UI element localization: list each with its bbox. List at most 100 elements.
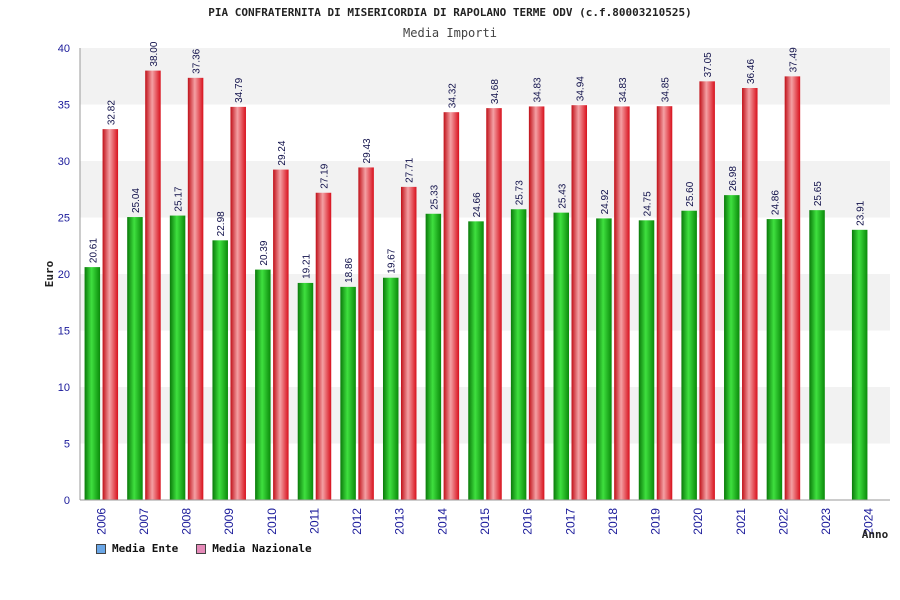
data-label: 27.19 <box>319 163 330 188</box>
x-tick-label: 2022 <box>776 508 790 535</box>
bar-media-ente <box>766 219 783 500</box>
bar-media-nazionale <box>315 192 332 501</box>
data-label: 34.94 <box>575 76 586 101</box>
data-label: 19.67 <box>387 248 398 273</box>
data-label: 23.91 <box>856 200 867 225</box>
y-tick-label: 5 <box>64 439 70 451</box>
bar-media-nazionale <box>528 106 545 501</box>
bar-media-ente <box>468 221 484 501</box>
bar-media-ente <box>382 277 399 500</box>
bar-media-nazionale <box>486 108 502 500</box>
bar-media-ente <box>255 269 271 500</box>
bar-media-ente <box>553 212 570 501</box>
data-label: 18.86 <box>344 257 355 282</box>
data-label: 22.98 <box>216 211 227 236</box>
y-tick-label: 30 <box>58 156 70 168</box>
bar-media-ente <box>681 210 697 500</box>
y-axis-ticks: 0 5 10 15 20 25 30 35 40 <box>58 43 70 507</box>
data-label: 27.71 <box>405 157 416 182</box>
bar-media-nazionale <box>614 106 630 501</box>
x-axis-label: Anno <box>862 528 889 541</box>
legend-item-nazionale: Media Nazionale <box>196 542 312 555</box>
bar-media-ente <box>169 215 186 501</box>
bar-media-nazionale <box>699 81 715 501</box>
bar-media-nazionale <box>145 70 161 500</box>
data-label: 34.32 <box>447 83 458 108</box>
bar-media-ente <box>212 240 228 501</box>
legend-item-ente: Media Ente <box>96 542 178 555</box>
data-label: 25.33 <box>429 184 440 209</box>
data-label: 34.83 <box>533 77 544 102</box>
legend-swatch-nazionale <box>196 543 207 554</box>
y-tick-label: 40 <box>58 43 70 55</box>
bar-media-ente <box>425 213 442 500</box>
data-label: 25.04 <box>131 188 142 213</box>
bar-media-nazionale <box>358 167 374 501</box>
x-axis-ticks: 2006 2007 2008 2009 2010 2011 2012 2013 2014 2015… <box>94 508 875 535</box>
data-label: 20.61 <box>88 238 99 263</box>
data-label: 25.73 <box>515 180 526 205</box>
x-tick-label: 2008 <box>180 508 194 535</box>
legend-swatch-ente <box>96 543 106 554</box>
legend-label-nazionale: Media Nazionale <box>212 542 312 555</box>
x-tick-label: 2024 <box>862 508 876 535</box>
y-tick-label: 20 <box>58 269 70 281</box>
bar-media-ente <box>809 210 825 500</box>
y-tick-label: 35 <box>58 100 70 112</box>
bar-media-nazionale <box>656 106 673 500</box>
data-label: 37.36 <box>192 48 203 73</box>
data-label: 19.21 <box>301 253 312 278</box>
data-labels: 20.61 32.82 25.04 38.00 25.17 37.36 22.98 34.79… <box>88 41 866 283</box>
data-label: 25.65 <box>813 181 824 206</box>
data-label: 25.43 <box>557 183 568 208</box>
bar-media-ente <box>340 286 356 500</box>
data-label: 36.46 <box>746 59 757 84</box>
data-label: 32.82 <box>106 100 117 125</box>
x-tick-label: 2014 <box>435 508 449 535</box>
bar-media-ente <box>297 282 314 500</box>
x-tick-label: 2017 <box>563 508 577 535</box>
x-tick-label: 2016 <box>521 508 535 535</box>
bar-media-nazionale <box>273 169 289 500</box>
bars <box>84 70 868 501</box>
y-tick-label: 15 <box>58 326 70 338</box>
data-label: 34.68 <box>490 79 501 104</box>
x-tick-label: 2015 <box>478 508 492 535</box>
x-tick-label: 2020 <box>691 508 705 535</box>
y-tick-label: 25 <box>58 213 70 225</box>
data-label: 24.75 <box>643 191 654 216</box>
y-tick-label: 10 <box>58 382 70 394</box>
x-tick-label: 2019 <box>649 508 663 535</box>
x-tick-label: 2011 <box>307 508 321 534</box>
data-label: 38.00 <box>149 41 160 66</box>
y-tick-label: 0 <box>64 495 70 507</box>
y-axis-label: Euro <box>43 260 56 287</box>
x-tick-label: 2021 <box>734 508 748 535</box>
data-label: 25.60 <box>685 181 696 206</box>
data-label: 34.79 <box>234 77 245 102</box>
data-label: 34.83 <box>618 77 629 102</box>
bar-media-nazionale <box>187 77 204 500</box>
bar-media-nazionale <box>571 105 588 500</box>
bar-media-ente <box>724 195 740 500</box>
data-label: 34.85 <box>661 77 672 102</box>
data-label: 24.66 <box>472 192 483 217</box>
data-label: 29.24 <box>277 140 288 165</box>
bar-media-nazionale <box>230 106 246 501</box>
x-tick-label: 2018 <box>606 508 620 535</box>
x-tick-label: 2012 <box>350 508 364 535</box>
x-tick-label: 2010 <box>265 508 279 535</box>
bar-media-nazionale <box>742 88 758 500</box>
x-tick-label: 2009 <box>222 508 236 535</box>
chart-subtitle: Media Importi <box>403 26 497 40</box>
legend-label-ente: Media Ente <box>112 542 179 555</box>
x-tick-label: 2006 <box>94 508 108 535</box>
bar-media-nazionale <box>102 129 119 500</box>
data-label: 29.43 <box>362 138 373 163</box>
legend: Media Ente Media Nazionale <box>96 542 312 555</box>
bar-media-ente <box>851 229 868 500</box>
x-tick-label: 2023 <box>819 508 833 535</box>
bar-media-nazionale <box>443 112 460 501</box>
bar-media-ente <box>596 218 612 501</box>
